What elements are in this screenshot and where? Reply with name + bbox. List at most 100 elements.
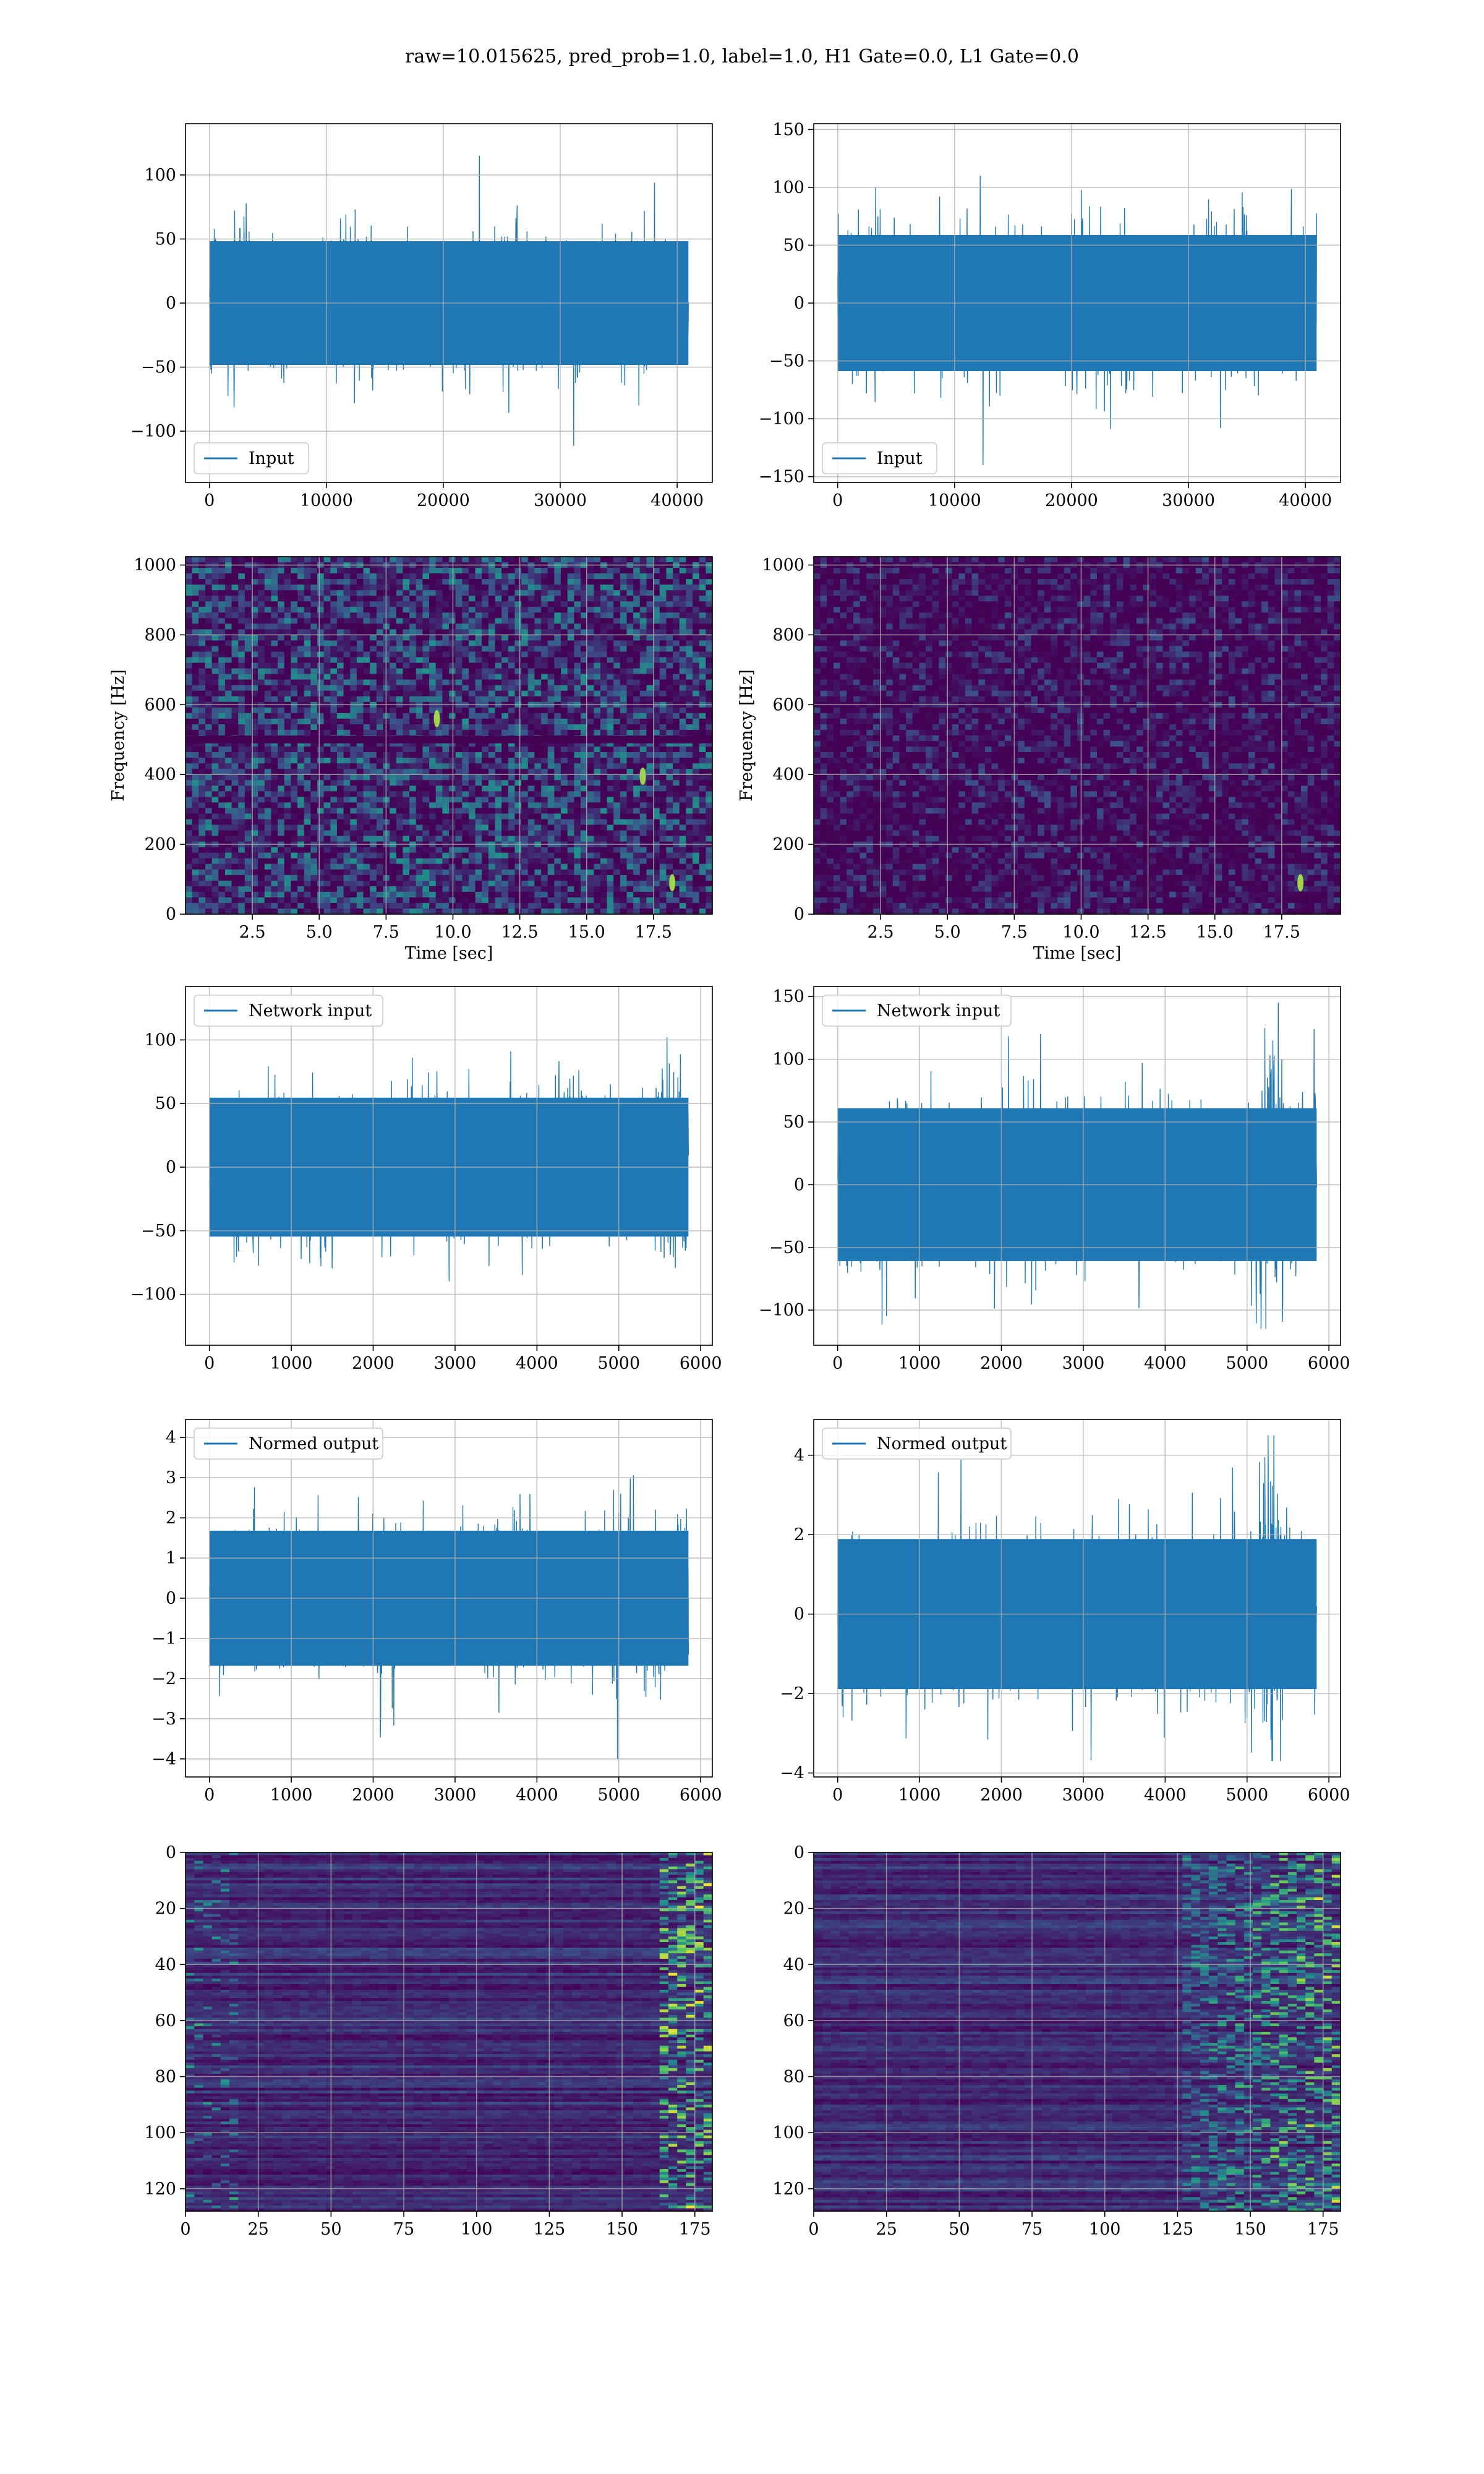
spectrogram-cell [356, 869, 364, 876]
spectrogram-cell [600, 780, 608, 786]
spectrogram-cell [343, 863, 351, 870]
spectrogram-cell [304, 707, 311, 714]
spectrogram-cell [264, 880, 272, 887]
spectrogram-cell [594, 836, 601, 842]
spectrogram-cell [363, 863, 370, 870]
spectrogram-cell [422, 651, 430, 658]
spectrogram-cell [304, 902, 311, 909]
spectrogram-cell [646, 579, 654, 585]
spectrogram-cell [534, 891, 542, 898]
spectrogram-cell [403, 584, 410, 591]
spectrogram-cell [613, 769, 621, 775]
spectrogram-cell [613, 869, 621, 876]
spectrogram-cell [475, 696, 482, 703]
spectrogram-cell [238, 819, 245, 826]
spectrogram-cell [488, 763, 496, 769]
spectrogram-cell [574, 651, 581, 658]
spectrogram-cell [607, 713, 614, 719]
spectrogram-cell [666, 891, 673, 898]
spectrogram-cell [620, 612, 628, 618]
spectrogram-cell [574, 612, 581, 618]
spectrogram-cell [198, 741, 206, 747]
spectrogram-cell [600, 741, 608, 747]
spectrogram-cell [626, 880, 634, 887]
spectrogram-cell [686, 584, 693, 591]
spectrogram-cell [251, 802, 258, 809]
spectrogram-cell [370, 836, 377, 842]
spectrogram-cell [626, 674, 634, 680]
spectrogram-cell [587, 651, 594, 658]
spectrogram-cell [567, 584, 574, 591]
spectrogram-cell [435, 763, 443, 769]
spectrogram-cell [310, 629, 318, 636]
spectrogram-cell [192, 713, 199, 719]
spectrogram-cell [376, 629, 384, 636]
spectrogram-cell [527, 769, 535, 775]
spectrogram-cell [686, 780, 693, 786]
spectrogram-cell [679, 651, 686, 658]
spectrogram-cell [521, 724, 529, 730]
spectrogram-cell [350, 623, 357, 630]
spectrogram-cell [363, 612, 370, 618]
spectrogram-cell [607, 640, 614, 647]
spectrogram-cell [679, 635, 686, 641]
spectrogram-cell [541, 785, 548, 792]
spectrogram-cell [376, 607, 384, 613]
spectrogram-cell [561, 752, 568, 758]
spectrogram-cell [390, 897, 397, 904]
spectrogram-cell [291, 679, 298, 686]
spectrogram-cell [343, 819, 351, 826]
spectrogram-cell [238, 623, 245, 630]
spectrogram-cell [587, 590, 594, 596]
spectrogram-cell [455, 707, 463, 714]
spectrogram-cell [304, 724, 311, 730]
spectrogram-cell [653, 690, 660, 697]
spectrogram-cell [244, 869, 252, 876]
spectrogram-cell [468, 886, 476, 892]
spectrogram-cell [350, 646, 357, 653]
spectrogram-cell [659, 601, 667, 607]
spectrogram-cell [224, 662, 232, 669]
spectrogram-cell [350, 758, 357, 764]
spectrogram-cell [323, 573, 331, 580]
spectrogram-cell [541, 852, 548, 859]
spectrogram-cell [659, 713, 667, 719]
spectrogram-cell [336, 674, 344, 680]
spectrogram-cell [251, 808, 258, 815]
spectrogram-cell [567, 696, 574, 703]
spectrogram-cell [501, 607, 509, 613]
spectrogram-cell [468, 808, 476, 815]
spectrogram-cell [449, 557, 456, 563]
spectrogram-cell [271, 908, 278, 915]
spectrogram-cell [271, 769, 278, 775]
spectrogram-cell [666, 813, 673, 820]
spectrogram-cell [264, 819, 272, 826]
spectrogram-cell [594, 758, 601, 764]
spectrogram-cell [613, 875, 621, 881]
spectrogram-cell [205, 596, 213, 602]
spectrogram-cell [468, 696, 476, 703]
spectrogram-cell [541, 640, 548, 647]
spectrogram-cell [403, 657, 410, 664]
spectrogram-cell [323, 785, 331, 792]
spectrogram-cell [416, 657, 423, 664]
spectrogram-cell [594, 769, 601, 775]
spectrogram-cell [600, 640, 608, 647]
spectrogram-cell [574, 830, 581, 837]
spectrogram-cell [304, 607, 311, 613]
spectrogram-cell [659, 612, 667, 618]
spectrogram-cell [633, 557, 641, 563]
spectrogram-cell [211, 584, 219, 591]
spectrogram-cell [626, 646, 634, 653]
spectrogram-cell [449, 852, 456, 859]
spectrogram-cell [403, 596, 410, 602]
spectrogram-cell [442, 573, 450, 580]
spectrogram-cell [567, 852, 574, 859]
spectrogram-cell [468, 618, 476, 624]
spectrogram-cell [495, 819, 502, 826]
spectrogram-cell [264, 863, 272, 870]
spectrogram-cell [581, 657, 588, 664]
spectrogram-cell [186, 662, 193, 669]
spectrogram-cell [686, 791, 693, 797]
spectrogram-cell [462, 908, 469, 915]
